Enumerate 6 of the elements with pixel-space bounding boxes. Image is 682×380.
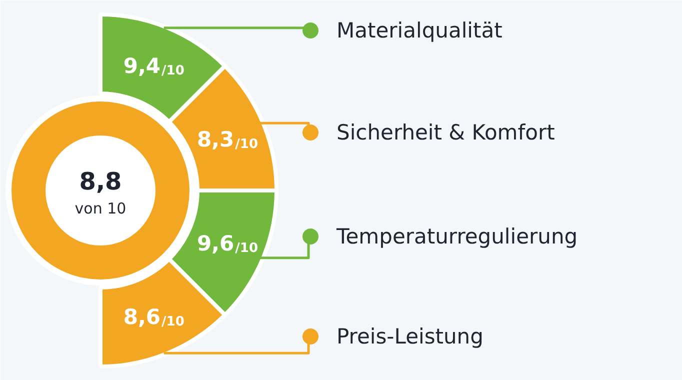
text: von 10 (74, 200, 126, 218)
category-label: Temperaturregulierung (336, 224, 578, 248)
category-label: Preis-Leistung (336, 324, 484, 348)
category-label: Materialqualität (336, 18, 502, 42)
category-label: Sicherheit & Komfort (336, 120, 555, 144)
text: 8,8 (79, 168, 122, 196)
